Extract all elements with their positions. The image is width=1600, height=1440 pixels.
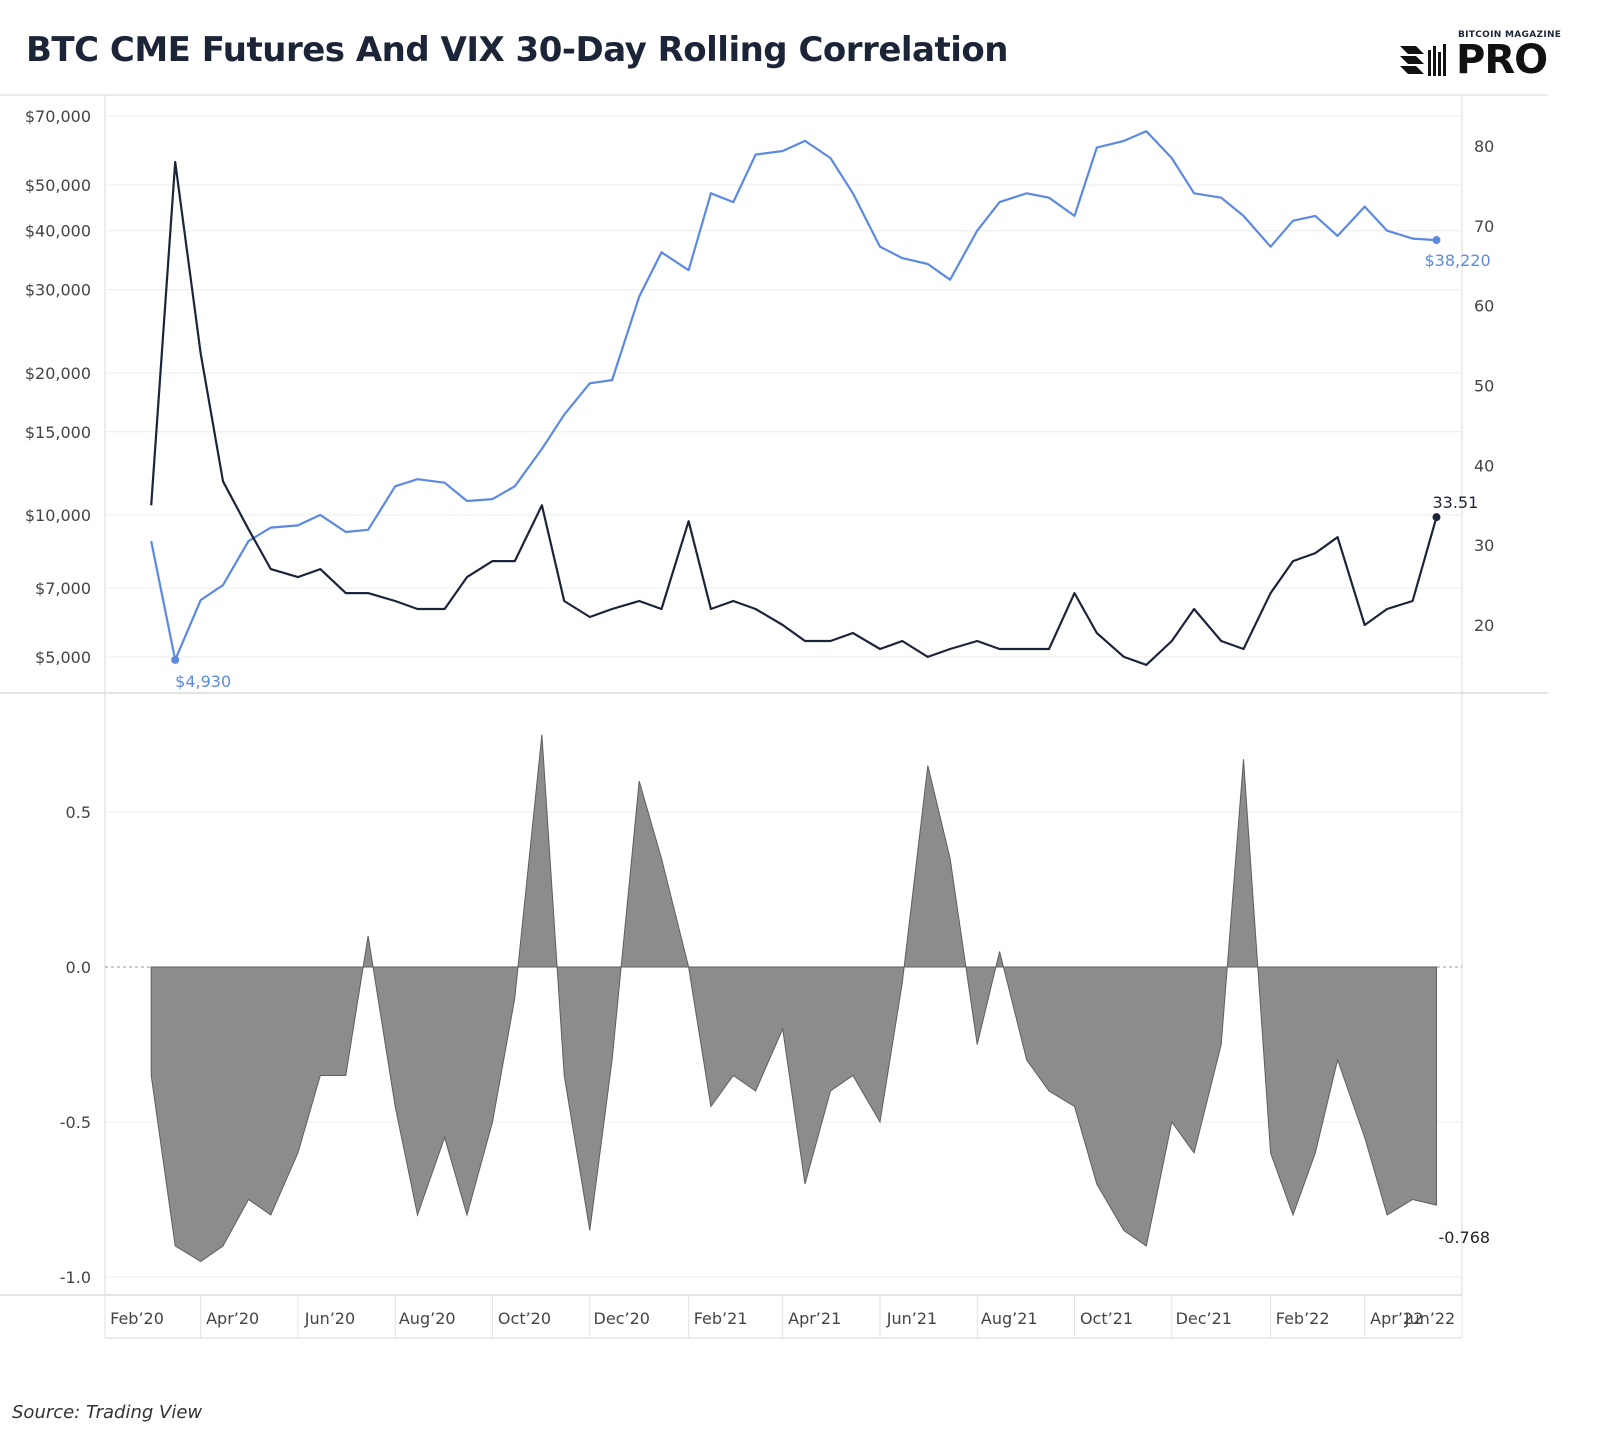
top-left-tick-label: $5,000 (35, 648, 91, 667)
btc-min-label: $4,930 (175, 672, 231, 691)
x-tick-label: Jun’21 (886, 1309, 937, 1328)
top-right-tick-label: 80 (1474, 137, 1494, 156)
top-panel-grid (105, 115, 1462, 658)
bitcoin-magazine-pro-logo: BITCOIN MAGAZINE PRO (1400, 28, 1580, 88)
x-tick-label: Jun’22 (1404, 1309, 1455, 1328)
x-tick-label: Aug’20 (399, 1309, 456, 1328)
logo-top-text: BITCOIN MAGAZINE (1458, 30, 1562, 40)
x-tick-label: Oct’20 (498, 1309, 551, 1328)
logo-main-text: PRO (1456, 37, 1548, 83)
correlation-last-label: -0.768 (1438, 1228, 1490, 1247)
btc-price-series (150, 130, 1437, 661)
bottom-axis-ticks: 0.5 0.0 -0.5 -1.0 (60, 803, 91, 1287)
x-tick-label: Jun’20 (304, 1309, 355, 1328)
top-right-axis-ticks: 80 70 60 50 40 30 20 (1474, 137, 1494, 635)
bottom-tick-label: 0.5 (66, 803, 91, 822)
btc-last-dot (1432, 236, 1441, 245)
top-right-tick-label: 20 (1474, 616, 1494, 635)
x-tick-label: Apr’21 (788, 1309, 841, 1328)
x-axis-ticks: Feb’20 Apr’20 Jun’20 Aug’20 Oct’20 Dec’20 Feb’… (104, 1295, 1463, 1338)
correlation-area (150, 734, 1437, 1263)
top-left-tick-label: $70,000 (25, 107, 91, 126)
top-left-tick-label: $7,000 (35, 579, 91, 598)
top-left-tick-label: $40,000 (25, 222, 91, 241)
x-tick-label: Oct’21 (1080, 1309, 1133, 1328)
x-tick-label: Apr’20 (206, 1309, 259, 1328)
annotations: $4,930 $38,220 33.51 -0.768 (171, 236, 1491, 1247)
x-tick-label: Feb’20 (110, 1309, 164, 1328)
vix-line (150, 160, 1438, 666)
logo-mark-icon (1400, 44, 1446, 76)
x-tick-label: Feb’21 (694, 1309, 748, 1328)
x-tick-label: Aug’21 (981, 1309, 1038, 1328)
top-left-axis-ticks: $70,000 $50,000 $40,000 $30,000 $20,000 $15,0… (25, 107, 91, 667)
bottom-tick-label: 0.0 (66, 958, 91, 977)
top-left-tick-label: $20,000 (25, 364, 91, 383)
top-right-tick-label: 60 (1474, 297, 1494, 316)
x-tick-label: Feb’22 (1276, 1309, 1330, 1328)
top-right-tick-label: 40 (1474, 456, 1494, 475)
top-left-tick-label: $15,000 (25, 423, 91, 442)
btc-price-line (150, 130, 1437, 661)
vix-last-label: 33.51 (1432, 493, 1478, 512)
vix-last-dot (1432, 513, 1441, 522)
top-left-tick-label: $50,000 (25, 176, 91, 195)
top-right-tick-label: 70 (1474, 217, 1494, 236)
btc-last-label: $38,220 (1424, 251, 1490, 270)
top-right-tick-label: 50 (1474, 377, 1494, 396)
x-tick-label: Dec’21 (1176, 1309, 1232, 1328)
bottom-tick-label: -1.0 (60, 1268, 91, 1287)
top-left-tick-label: $30,000 (25, 281, 91, 300)
correlation-area-series (150, 734, 1437, 1263)
bottom-tick-label: -0.5 (60, 1113, 91, 1132)
vix-series (150, 160, 1438, 666)
source-note: Source: Trading View (12, 1402, 203, 1423)
x-tick-label: Apr’22 (1370, 1309, 1423, 1328)
top-right-tick-label: 30 (1474, 536, 1494, 555)
chart-frame (0, 94, 1548, 1339)
btc-min-dot (171, 655, 180, 664)
chart-title: BTC CME Futures And VIX 30-Day Rolling C… (26, 30, 1008, 70)
top-left-tick-label: $10,000 (25, 506, 91, 525)
x-tick-label: Dec’20 (594, 1309, 650, 1328)
chart-canvas: $70,000 $50,000 $40,000 $30,000 $20,000 $15,0… (0, 94, 1548, 1339)
